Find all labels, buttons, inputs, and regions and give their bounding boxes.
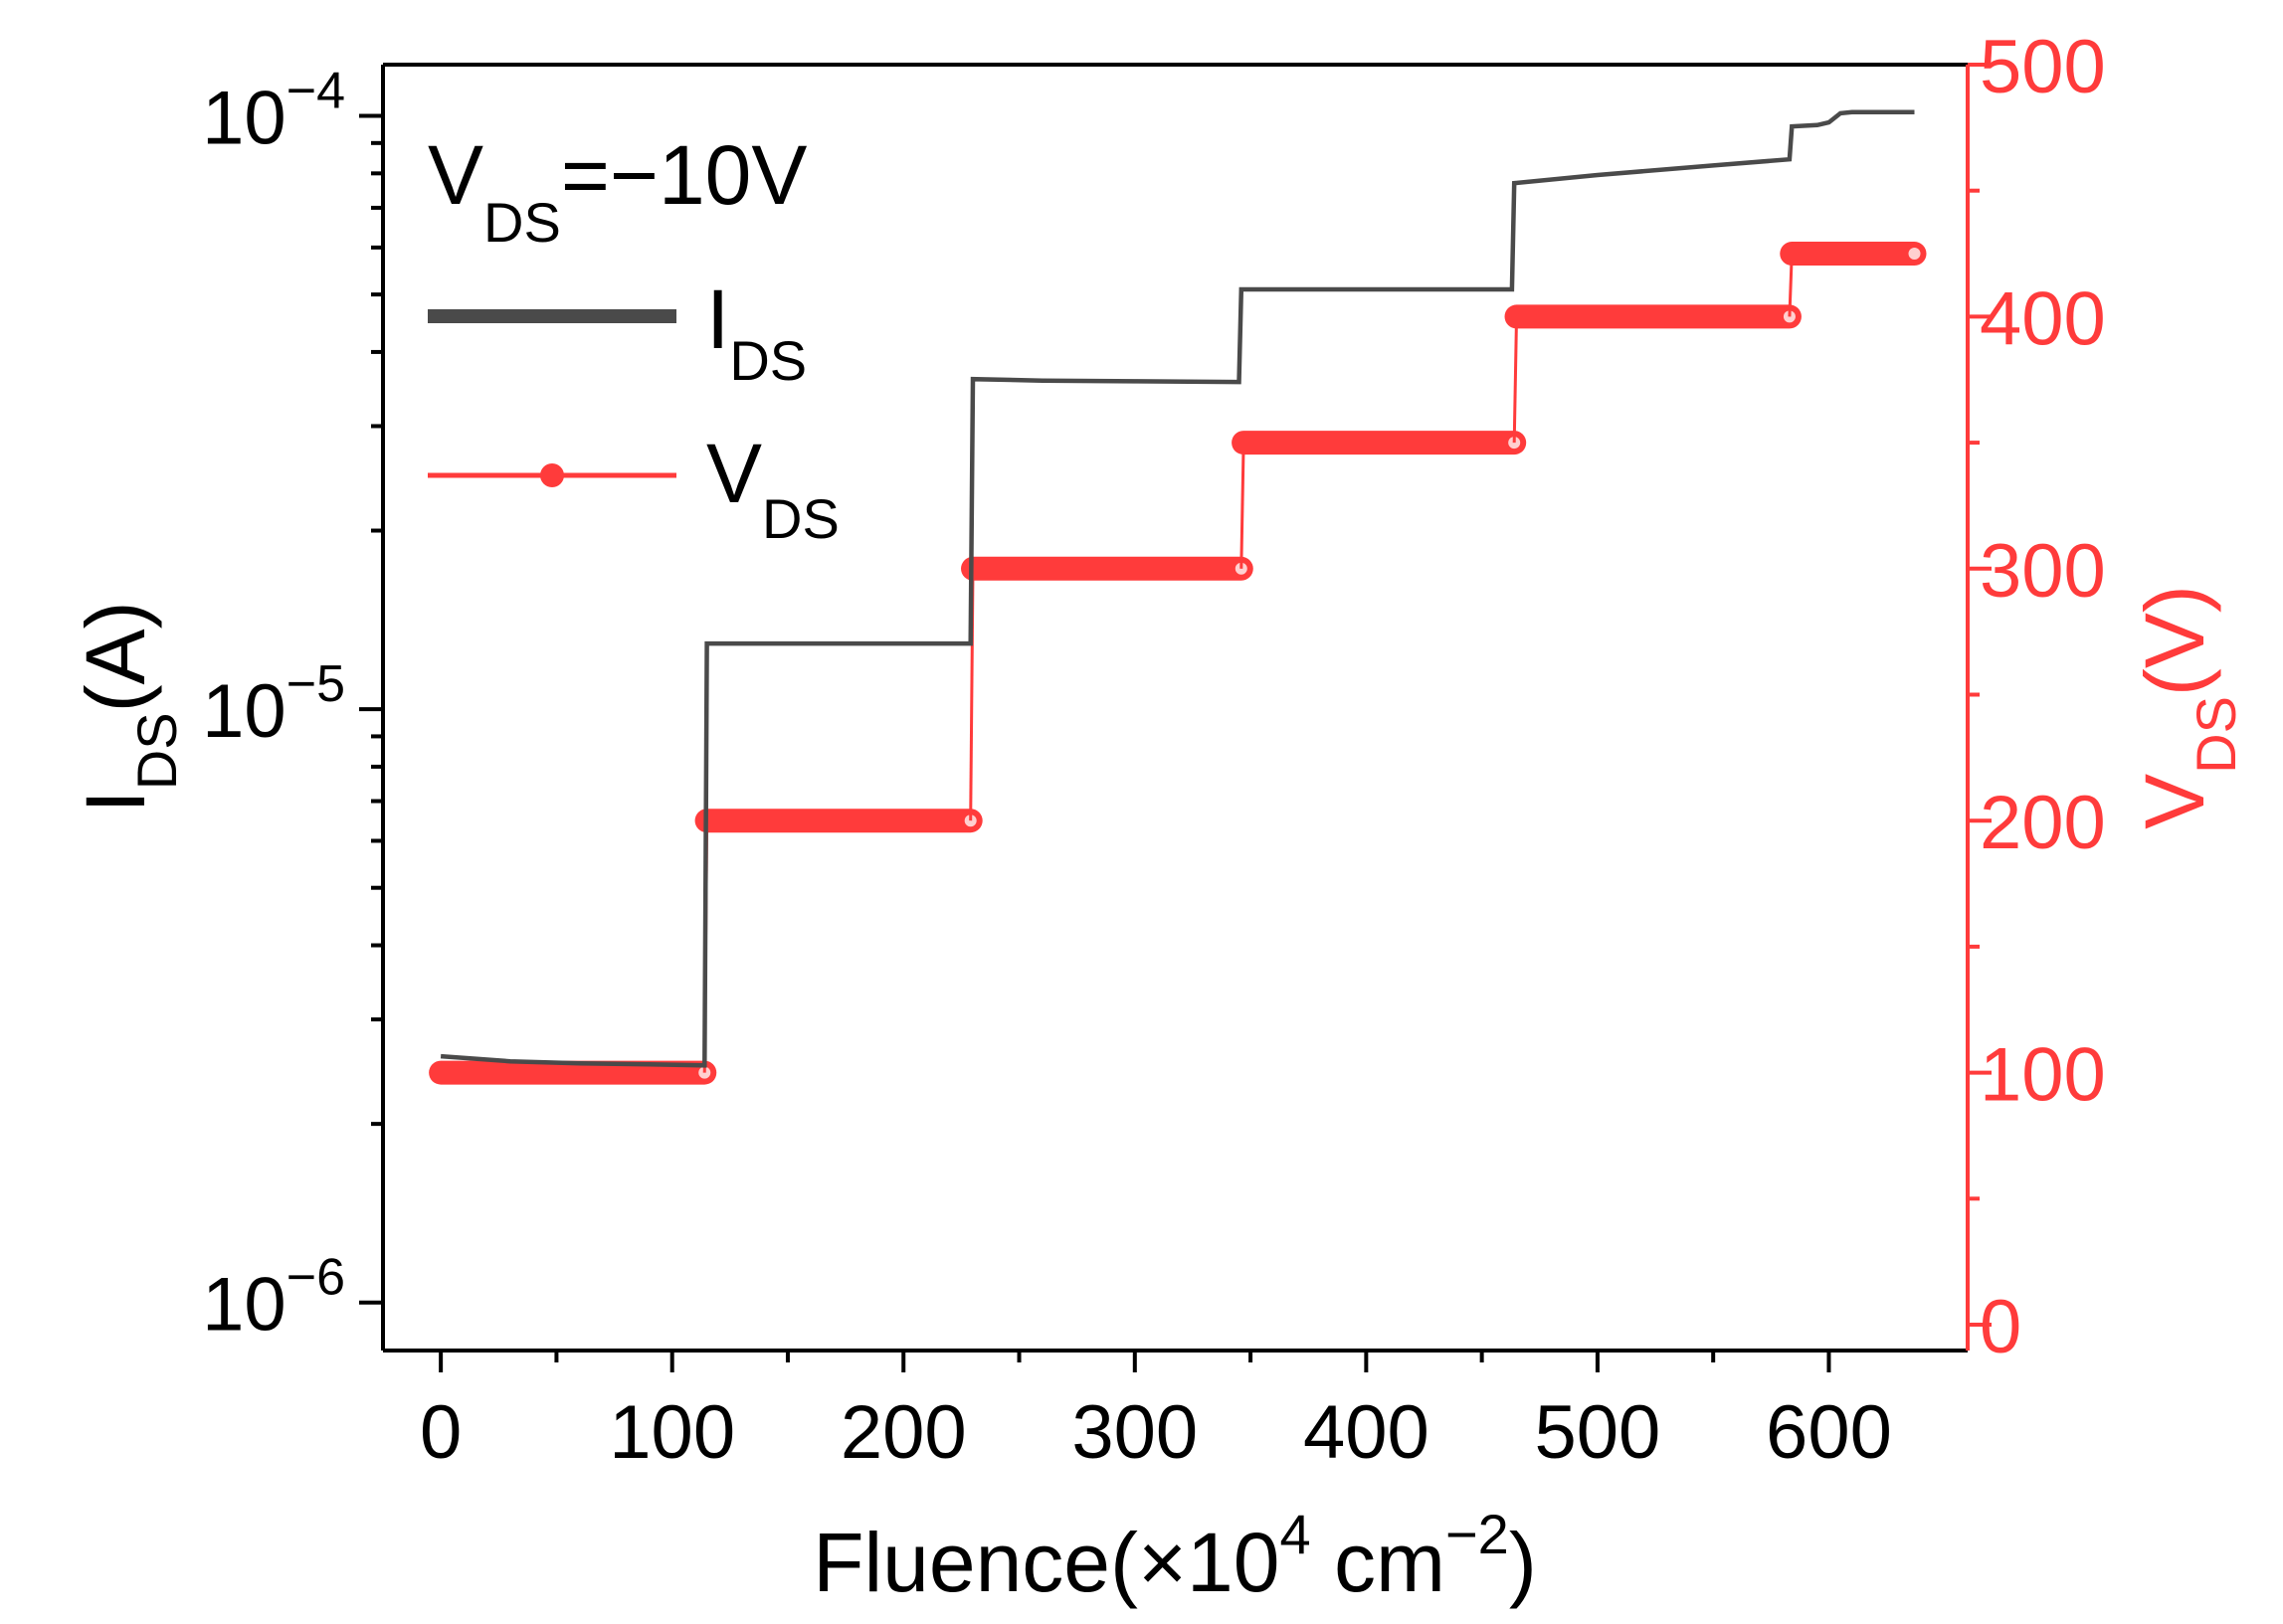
y-left-tick-label-1: 10−5 — [202, 655, 345, 754]
x-tick-label-600: 600 — [1766, 1390, 1892, 1475]
legend-vds-marker — [540, 463, 564, 487]
plot-frame — [381, 63, 1970, 1353]
annotation-vds-condition: VDS=−10V — [428, 128, 807, 254]
y-left-axis-title: IDS(A) — [69, 601, 188, 812]
vds-marker-highlight — [1908, 248, 1921, 261]
x-tick-label-100: 100 — [609, 1390, 735, 1475]
y-right-tick-label-400: 400 — [1980, 276, 2106, 361]
ids-line — [440, 109, 1915, 1068]
legend-ids-label: IDS — [706, 272, 807, 392]
y-right-tick-label-100: 100 — [1980, 1033, 2106, 1118]
x-tick-label-400: 400 — [1303, 1390, 1429, 1475]
y-right-tick-label-500: 500 — [1980, 25, 2106, 109]
x-axis-title: Fluence(×104 cm−2) — [813, 1503, 1537, 1609]
y-right-tick-label-200: 200 — [1980, 781, 2106, 865]
y-right-axis-title: VDS(V) — [2128, 585, 2247, 829]
vds-step-connector — [1512, 316, 1519, 444]
x-ticks: 0 100 200 300 400 500 600 — [420, 1351, 1892, 1475]
y-right-tick-label-300: 300 — [1980, 529, 2106, 614]
x-tick-label-500: 500 — [1535, 1390, 1661, 1475]
y-left-tick-label-2: 10−4 — [202, 63, 345, 161]
legend: IDS VDS — [428, 272, 840, 550]
x-tick-label-200: 200 — [841, 1390, 967, 1475]
series-vds — [429, 242, 1927, 1085]
x-tick-label-0: 0 — [420, 1390, 462, 1475]
y-right-tick-label-0: 0 — [1980, 1285, 2021, 1369]
y-left-tick-label-0: 10−6 — [202, 1249, 345, 1348]
x-tick-label-300: 300 — [1071, 1390, 1198, 1475]
y-right-ticks: 0 100 200 300 400 500 — [1968, 25, 2106, 1369]
series-ids — [440, 109, 1915, 1068]
y-left-ticks: 10−6 10−5 10−4 — [202, 63, 383, 1348]
vds-step-connector — [1239, 443, 1245, 569]
legend-vds-label: VDS — [706, 427, 840, 550]
